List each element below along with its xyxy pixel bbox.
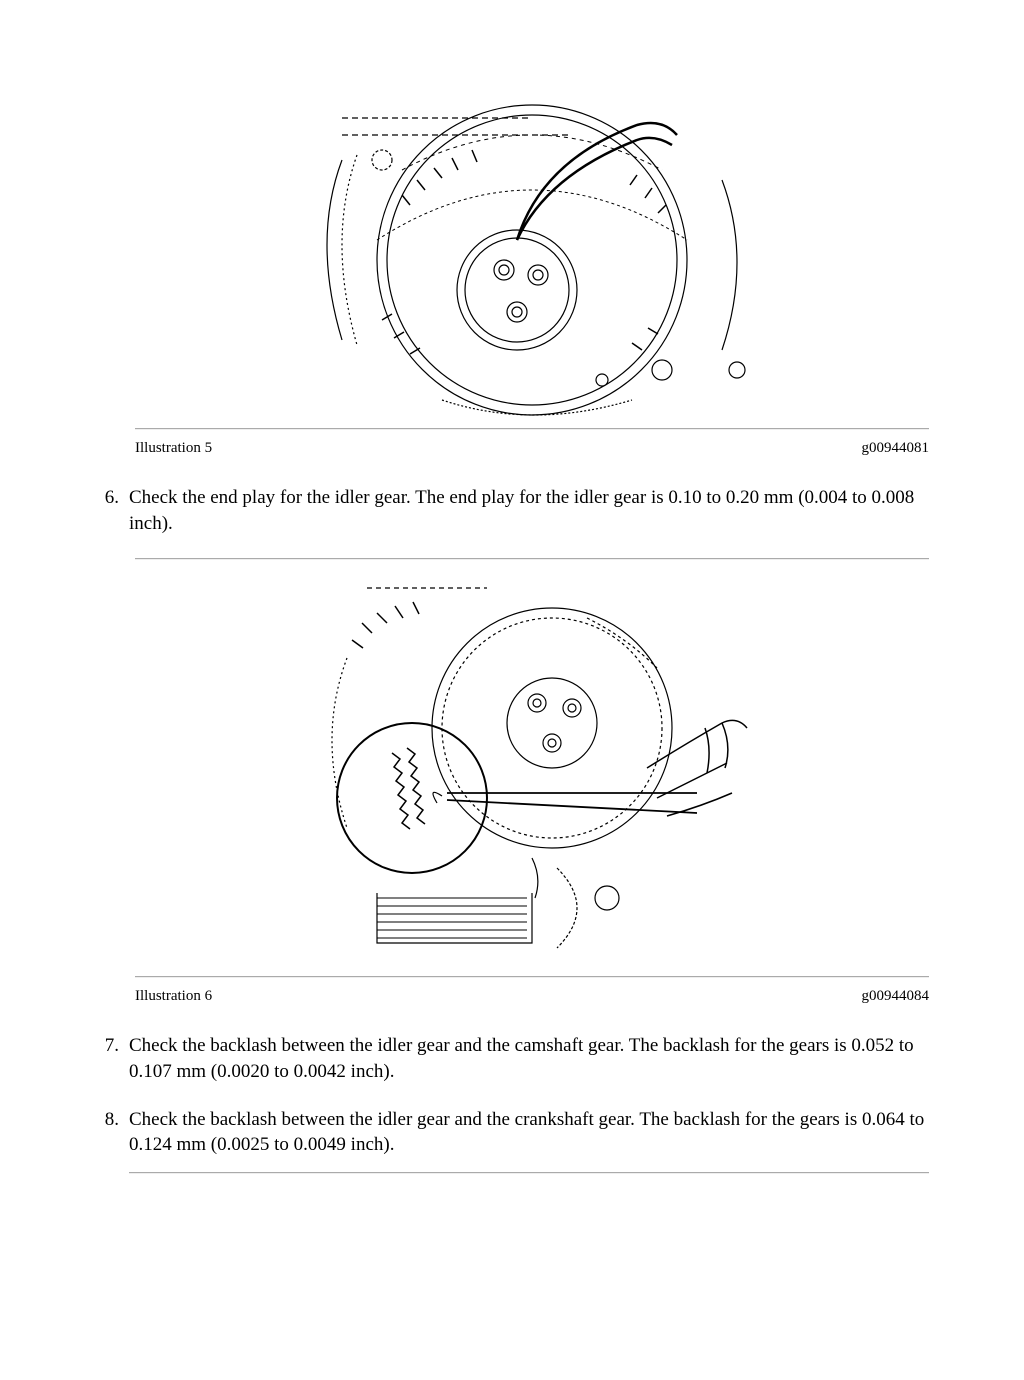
figure-6-block: Illustration 6 g00944084 [135,558,929,1009]
step-7-text: Check the backlash between the idler gea… [129,1033,929,1084]
illustration-6-code: g00944084 [862,988,930,1005]
step-7: 7. Check the backlash between the idler … [95,1033,929,1084]
step-8-text: Check the backlash between the idler gea… [129,1109,924,1156]
step-8: 8. Check the backlash between the idler … [95,1107,929,1174]
divider [129,1172,929,1174]
step-8-number: 8. [95,1107,119,1174]
step-7-number: 7. [95,1033,119,1084]
steps-list: 6. Check the end play for the idler gear… [95,485,929,536]
illustration-6-image [307,568,757,968]
step-6: 6. Check the end play for the idler gear… [95,485,929,536]
figure-5-block: Illustration 5 g00944081 [135,40,929,461]
illustration-6-caption: Illustration 6 g00944084 [135,978,929,1009]
divider [135,558,929,560]
illustration-5-caption: Illustration 5 g00944081 [135,430,929,461]
illustration-5-code: g00944081 [862,440,930,457]
step-6-text: Check the end play for the idler gear. T… [129,485,929,536]
illustration-5-image [282,40,782,420]
illustration-6-label: Illustration 6 [135,988,212,1005]
step-8-body: Check the backlash between the idler gea… [129,1107,929,1174]
steps-list-2: 7. Check the backlash between the idler … [95,1033,929,1174]
step-6-number: 6. [95,485,119,536]
illustration-5-label: Illustration 5 [135,440,212,457]
